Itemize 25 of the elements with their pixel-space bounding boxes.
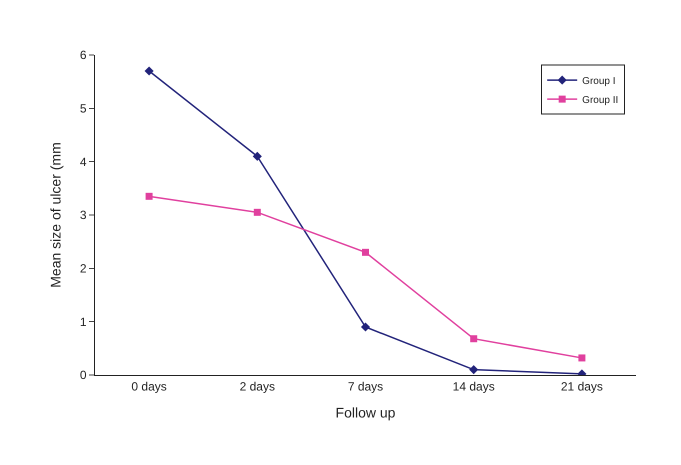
point [362, 248, 369, 256]
x-tick-label: 7 days [348, 379, 384, 394]
legend-label: Group II [582, 95, 618, 106]
point [254, 208, 261, 216]
point [360, 322, 370, 332]
y-tick-label: 2 [80, 262, 87, 276]
point [578, 354, 586, 362]
y-tick-label: 0 [80, 368, 87, 382]
point [144, 66, 154, 76]
y-tick-label: 3 [80, 208, 87, 222]
point [469, 365, 478, 374]
y-axis-title: Mean size of ulcer (mm [48, 142, 64, 288]
x-tick-label: 14 days [452, 379, 495, 394]
x-tick-label: 2 days [240, 379, 275, 394]
point [146, 192, 153, 200]
y-tick-label: 1 [80, 314, 87, 329]
x-tick-label: 21 days [560, 379, 603, 394]
y-tick-label: 5 [80, 102, 87, 116]
x-tick-label: 0 days [131, 379, 167, 394]
point [252, 152, 262, 161]
y-tick-label: 4 [80, 154, 87, 169]
y-tick-label: 6 [80, 48, 87, 62]
x-axis-title: Follow up [336, 404, 396, 421]
point [470, 335, 478, 342]
legend-label: Group I [582, 76, 616, 87]
